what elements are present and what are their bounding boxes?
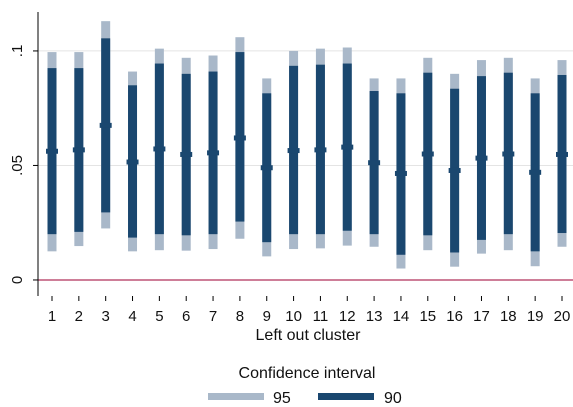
x-tick-label: 2 xyxy=(75,308,83,325)
point-estimates xyxy=(46,122,568,176)
point-estimate xyxy=(341,144,354,150)
legend-label-95: 95 xyxy=(273,390,291,407)
x-tick-label: 8 xyxy=(236,308,244,325)
x-tick-label: 19 xyxy=(527,308,544,325)
point-estimate xyxy=(368,160,381,166)
x-tick-label: 16 xyxy=(446,308,463,325)
x-tick-label: 11 xyxy=(313,308,329,325)
point-estimate xyxy=(99,122,112,128)
legend-label-90: 90 xyxy=(384,390,402,407)
legend-swatch-90 xyxy=(318,393,374,400)
x-tick-label: 1 xyxy=(48,308,56,325)
x-tick-label: 20 xyxy=(554,308,571,325)
point-estimate xyxy=(529,169,542,175)
y-tick-label: .1 xyxy=(9,45,26,58)
point-estimate xyxy=(556,151,568,157)
x-tick-label: 5 xyxy=(155,308,163,325)
point-estimate xyxy=(126,159,139,165)
x-tick-label: 14 xyxy=(393,308,410,325)
x-tick-label: 17 xyxy=(473,308,490,325)
x-tick-label: 3 xyxy=(102,308,110,325)
x-axis-title: Left out cluster xyxy=(256,327,362,344)
point-estimate xyxy=(153,146,166,152)
y-axis-ticks: 0 .05 .1 xyxy=(9,45,38,284)
point-estimate xyxy=(260,165,273,171)
legend-title: Confidence interval xyxy=(239,365,376,382)
point-estimate xyxy=(502,151,515,157)
point-estimate xyxy=(448,167,461,173)
x-tick-label: 15 xyxy=(419,308,436,325)
y-tick-label: 0 xyxy=(9,276,26,284)
point-estimate xyxy=(394,170,407,176)
y-tick-label: .05 xyxy=(9,155,26,176)
x-tick-label: 4 xyxy=(128,308,136,325)
point-estimate xyxy=(207,150,220,156)
x-tick-label: 10 xyxy=(285,308,302,325)
x-tick-label: 9 xyxy=(263,308,271,325)
x-tick-label: 13 xyxy=(366,308,383,325)
legend-swatch-95 xyxy=(208,393,264,400)
point-estimate xyxy=(180,151,193,157)
x-tick-label: 6 xyxy=(182,308,190,325)
x-tick-label: 12 xyxy=(339,308,356,325)
point-estimate xyxy=(314,147,327,153)
point-estimate xyxy=(287,148,300,154)
x-tick-label: 18 xyxy=(500,308,517,325)
point-estimate xyxy=(421,151,434,157)
x-tick-label: 7 xyxy=(209,308,217,325)
x-axis-ticks: 1 2 3 4 5 6 7 8 9 10 11 12 13 14 15 16 17 18 19 20 xyxy=(48,296,571,325)
point-estimate xyxy=(233,135,246,141)
legend: 95 90 xyxy=(208,390,402,407)
point-estimate xyxy=(46,148,58,154)
point-estimate xyxy=(72,147,85,153)
point-estimate xyxy=(475,155,488,161)
